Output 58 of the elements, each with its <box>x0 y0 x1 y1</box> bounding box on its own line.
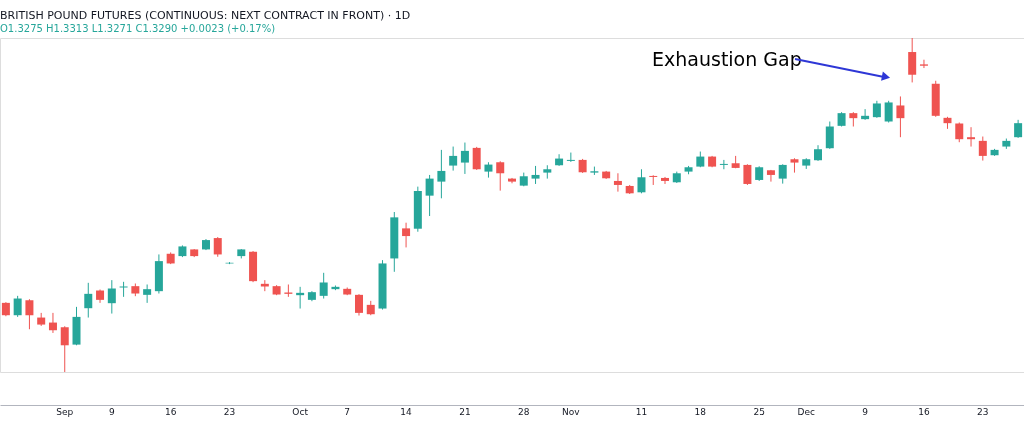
candlestick <box>13 295 22 318</box>
candlestick <box>743 163 752 186</box>
candlestick <box>437 149 446 199</box>
x-tick-label: 9 <box>108 406 115 417</box>
candlestick <box>649 174 658 186</box>
candlestick <box>48 312 57 334</box>
candlestick <box>107 279 116 315</box>
candlestick <box>766 169 775 183</box>
candlestick <box>613 172 622 193</box>
candlestick <box>472 146 481 171</box>
candlestick <box>661 176 670 185</box>
x-tick-label: 23 <box>223 406 236 417</box>
candlestick <box>919 59 928 69</box>
candlestick <box>778 163 787 185</box>
candlestick <box>825 121 834 150</box>
candlestick <box>896 95 905 138</box>
chart-subtitle: O1.3275 H1.3313 L1.3271 C1.3290 +0.0023 (+0.17%) <box>0 22 276 34</box>
candlestick <box>566 152 575 163</box>
x-tick-label: 14 <box>400 406 413 417</box>
x-tick-label: 11 <box>635 406 648 417</box>
x-tick-label: Sep <box>56 406 74 417</box>
x-tick-label: Dec <box>797 406 816 417</box>
x-tick-label: 18 <box>694 406 707 417</box>
candlestick <box>908 37 917 83</box>
x-tick-label: 16 <box>164 406 177 417</box>
candlestick <box>143 283 152 304</box>
candlestick <box>884 100 893 123</box>
annotation: Exhaustion Gap <box>652 48 802 70</box>
x-tick-label: 7 <box>344 406 351 417</box>
candlestick <box>25 298 34 330</box>
candlestick <box>319 272 328 300</box>
candlestick <box>402 222 411 248</box>
candlestick <box>1014 119 1023 139</box>
x-tick-label: Oct <box>292 406 309 417</box>
x-tick-label: 16 <box>918 406 930 417</box>
x-tick-label: 9 <box>862 406 869 417</box>
x-tick-label: 25 <box>753 406 765 417</box>
candlestick <box>119 281 128 298</box>
candlestick <box>496 160 505 192</box>
x-tick-label: Nov <box>562 406 581 417</box>
x-tick-label: 21 <box>459 406 471 417</box>
candlestick <box>213 236 222 258</box>
candlestick <box>955 122 964 143</box>
candlestick <box>60 325 69 373</box>
candlestick <box>449 146 458 172</box>
candlestick <box>425 174 434 217</box>
candlestick <box>967 126 976 148</box>
candlestick <box>354 293 363 317</box>
candlestick <box>978 136 987 162</box>
x-tick-label: 23 <box>977 406 989 417</box>
candlestick <box>531 165 540 185</box>
candlestick <box>460 142 469 175</box>
candlestick <box>719 159 728 170</box>
chart-title: BRITISH POUND FUTURES (CONTINUOUS: NEXT CONTRACT IN FRONT) · 1D <box>0 8 411 22</box>
x-tick-label: 28 <box>518 406 530 417</box>
candlestick <box>555 153 564 167</box>
candlestick <box>637 168 646 194</box>
candlestick <box>84 282 93 319</box>
